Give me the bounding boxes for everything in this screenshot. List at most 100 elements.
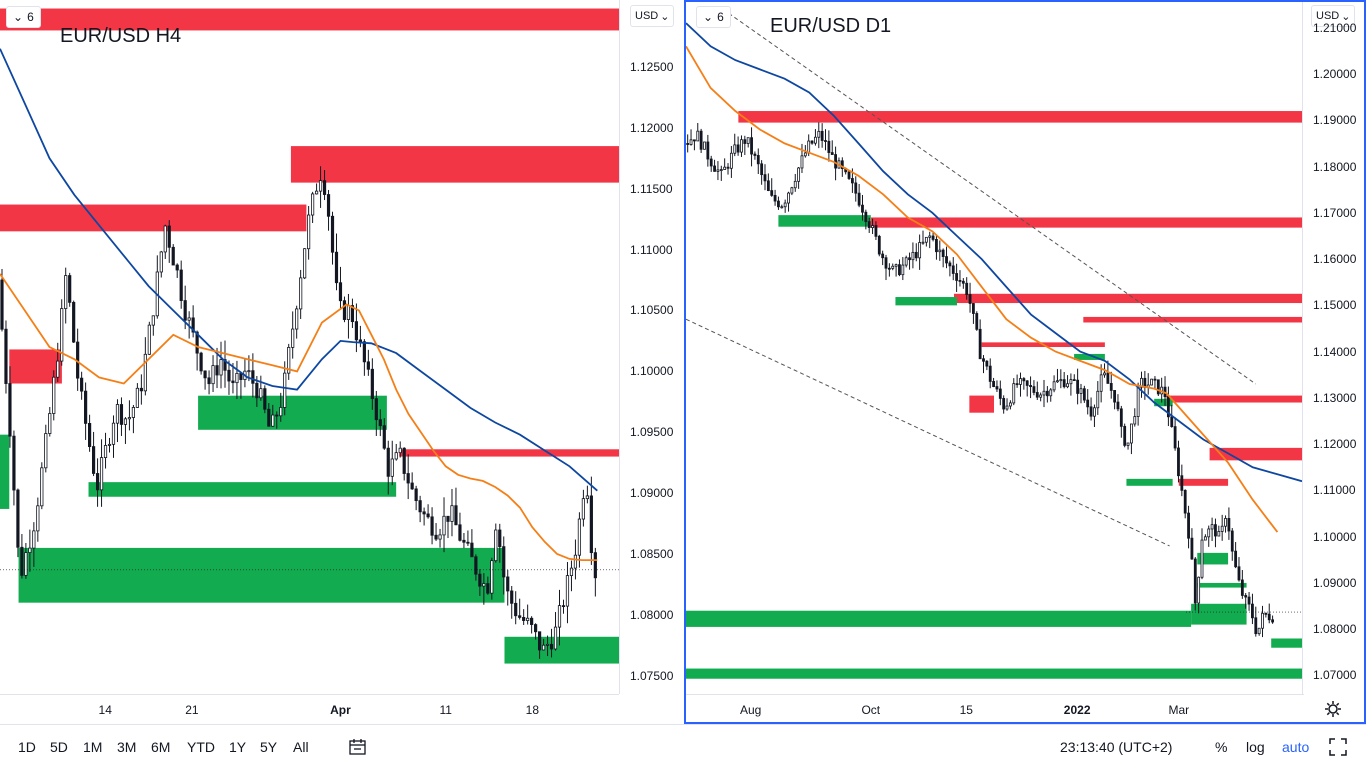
range-button-all[interactable]: All: [293, 739, 309, 755]
candle-up: [918, 242, 922, 259]
moving-average-fast[interactable]: [0, 273, 598, 561]
trend-line[interactable]: [686, 318, 1170, 547]
range-button-5d[interactable]: 5D: [50, 739, 68, 755]
support-zone[interactable]: [1197, 552, 1229, 565]
support-zone[interactable]: [686, 668, 1302, 679]
candle-up: [482, 583, 486, 587]
percent-scale-toggle[interactable]: %: [1215, 739, 1228, 755]
resistance-zone[interactable]: [0, 204, 307, 232]
candle-down: [935, 239, 938, 253]
resistance-zone[interactable]: [969, 395, 994, 413]
resistance-zone[interactable]: [1083, 316, 1302, 323]
candle-down: [470, 542, 474, 558]
clock-label[interactable]: 23:13:40 (UTC+2): [1060, 739, 1173, 755]
range-button-1d[interactable]: 1D: [18, 739, 36, 755]
price-tick-label: 1.08000: [630, 607, 674, 622]
range-button-1y[interactable]: 1Y: [229, 739, 247, 755]
calendar-range-icon[interactable]: [348, 737, 368, 757]
candle-down: [1029, 385, 1032, 388]
time-axis-d1[interactable]: Aug Oct 15 2022 Mar: [686, 694, 1304, 723]
candle-down: [945, 256, 948, 264]
currency-unit-button[interactable]: USD ⌄: [630, 5, 675, 27]
resistance-zone[interactable]: [870, 217, 1302, 228]
candle-up: [52, 376, 56, 414]
candle-up: [103, 445, 108, 458]
time-tick-label: 18: [525, 703, 540, 717]
resistance-zone[interactable]: [0, 8, 619, 31]
plot-area-d1[interactable]: [686, 0, 1302, 694]
resistance-zone[interactable]: [1178, 478, 1229, 486]
support-zone[interactable]: [1126, 478, 1173, 486]
settings-gear-icon[interactable]: [1324, 700, 1342, 718]
collapse-indicators-button[interactable]: ⌄ 6: [6, 6, 41, 28]
candle-down: [88, 423, 92, 447]
currency-unit-button[interactable]: USD ⌄: [1311, 5, 1356, 27]
support-zone[interactable]: [1197, 582, 1247, 588]
moving-average-slow[interactable]: [686, 22, 1302, 483]
collapse-indicators-button[interactable]: ⌄ 6: [696, 6, 731, 28]
price-axis-d1[interactable]: USD ⌄ 1.21000 1.20000 1.19000 1.18000 1.1700…: [1302, 0, 1365, 694]
auto-scale-toggle[interactable]: auto: [1282, 739, 1310, 755]
support-zone[interactable]: [0, 434, 10, 509]
chevron-down-icon: ⌄: [13, 10, 24, 24]
candle-up: [291, 328, 295, 348]
range-button-ytd[interactable]: YTD: [187, 739, 215, 755]
moving-average-slow[interactable]: [0, 48, 598, 492]
candle-down: [975, 313, 979, 330]
fullscreen-icon[interactable]: [1328, 737, 1348, 757]
candle-down: [1254, 617, 1258, 635]
candle-down: [1230, 530, 1234, 552]
candle-up: [318, 180, 323, 192]
price-tick-label: 1.14000: [1313, 344, 1357, 359]
support-zone[interactable]: [686, 610, 1192, 627]
log-scale-toggle[interactable]: log: [1246, 739, 1265, 755]
resistance-zone[interactable]: [399, 449, 619, 457]
resistance-zone[interactable]: [1209, 447, 1302, 461]
candle-down: [366, 361, 370, 370]
candle-down: [486, 583, 490, 594]
support-zone[interactable]: [198, 395, 387, 430]
candle-up: [115, 404, 120, 424]
candle-down: [593, 552, 597, 579]
support-zone[interactable]: [18, 547, 505, 603]
candle-down: [743, 139, 747, 144]
candle-up: [545, 643, 550, 646]
support-zone[interactable]: [1154, 398, 1173, 407]
candle-up: [526, 617, 530, 621]
candle-down: [426, 513, 430, 518]
candle-down: [195, 331, 199, 354]
range-button-3m[interactable]: 3M: [117, 739, 137, 755]
plot-area-h4[interactable]: [0, 0, 619, 694]
support-zone[interactable]: [1191, 603, 1247, 625]
moving-average-fast[interactable]: [686, 45, 1279, 533]
range-button-5y[interactable]: 5Y: [260, 739, 278, 755]
support-zone[interactable]: [1074, 353, 1105, 360]
candle-up: [800, 155, 804, 169]
resistance-zone[interactable]: [953, 293, 1302, 304]
time-axis-h4[interactable]: 14 21 Apr 11 18: [0, 694, 619, 725]
resistance-zone[interactable]: [290, 146, 619, 183]
range-button-1m[interactable]: 1M: [83, 739, 103, 755]
trend-line[interactable]: [722, 8, 1257, 385]
chart-pane-h4[interactable]: ⌄ 6 EUR/USD H4 USD ⌄ 1.12500 1.12000 1.115…: [0, 0, 684, 724]
range-button-6m[interactable]: 6M: [151, 739, 171, 755]
chart-pane-d1[interactable]: ⌄ 6 EUR/USD D1 USD ⌄ 1.21000 1.20000 1.190…: [684, 0, 1366, 724]
candle-up: [581, 498, 585, 520]
candle-up: [729, 152, 733, 169]
support-zone[interactable]: [895, 297, 958, 306]
resistance-zone[interactable]: [1166, 395, 1302, 403]
candle-down: [968, 294, 972, 304]
support-zone[interactable]: [504, 636, 619, 664]
candle-down: [330, 215, 335, 253]
candle-down: [874, 225, 878, 237]
price-tick-label: 1.09000: [630, 486, 674, 501]
support-zone[interactable]: [1271, 638, 1302, 648]
resistance-zone[interactable]: [738, 111, 1302, 123]
price-axis-h4[interactable]: USD ⌄ 1.12500 1.12000 1.11500 1.11000 1.1050…: [619, 0, 685, 694]
candle-up: [36, 505, 40, 532]
candle-down: [1153, 378, 1157, 381]
candle-up: [817, 130, 821, 138]
support-zone[interactable]: [778, 215, 871, 227]
support-zone[interactable]: [88, 482, 397, 497]
candle-down: [374, 398, 378, 421]
